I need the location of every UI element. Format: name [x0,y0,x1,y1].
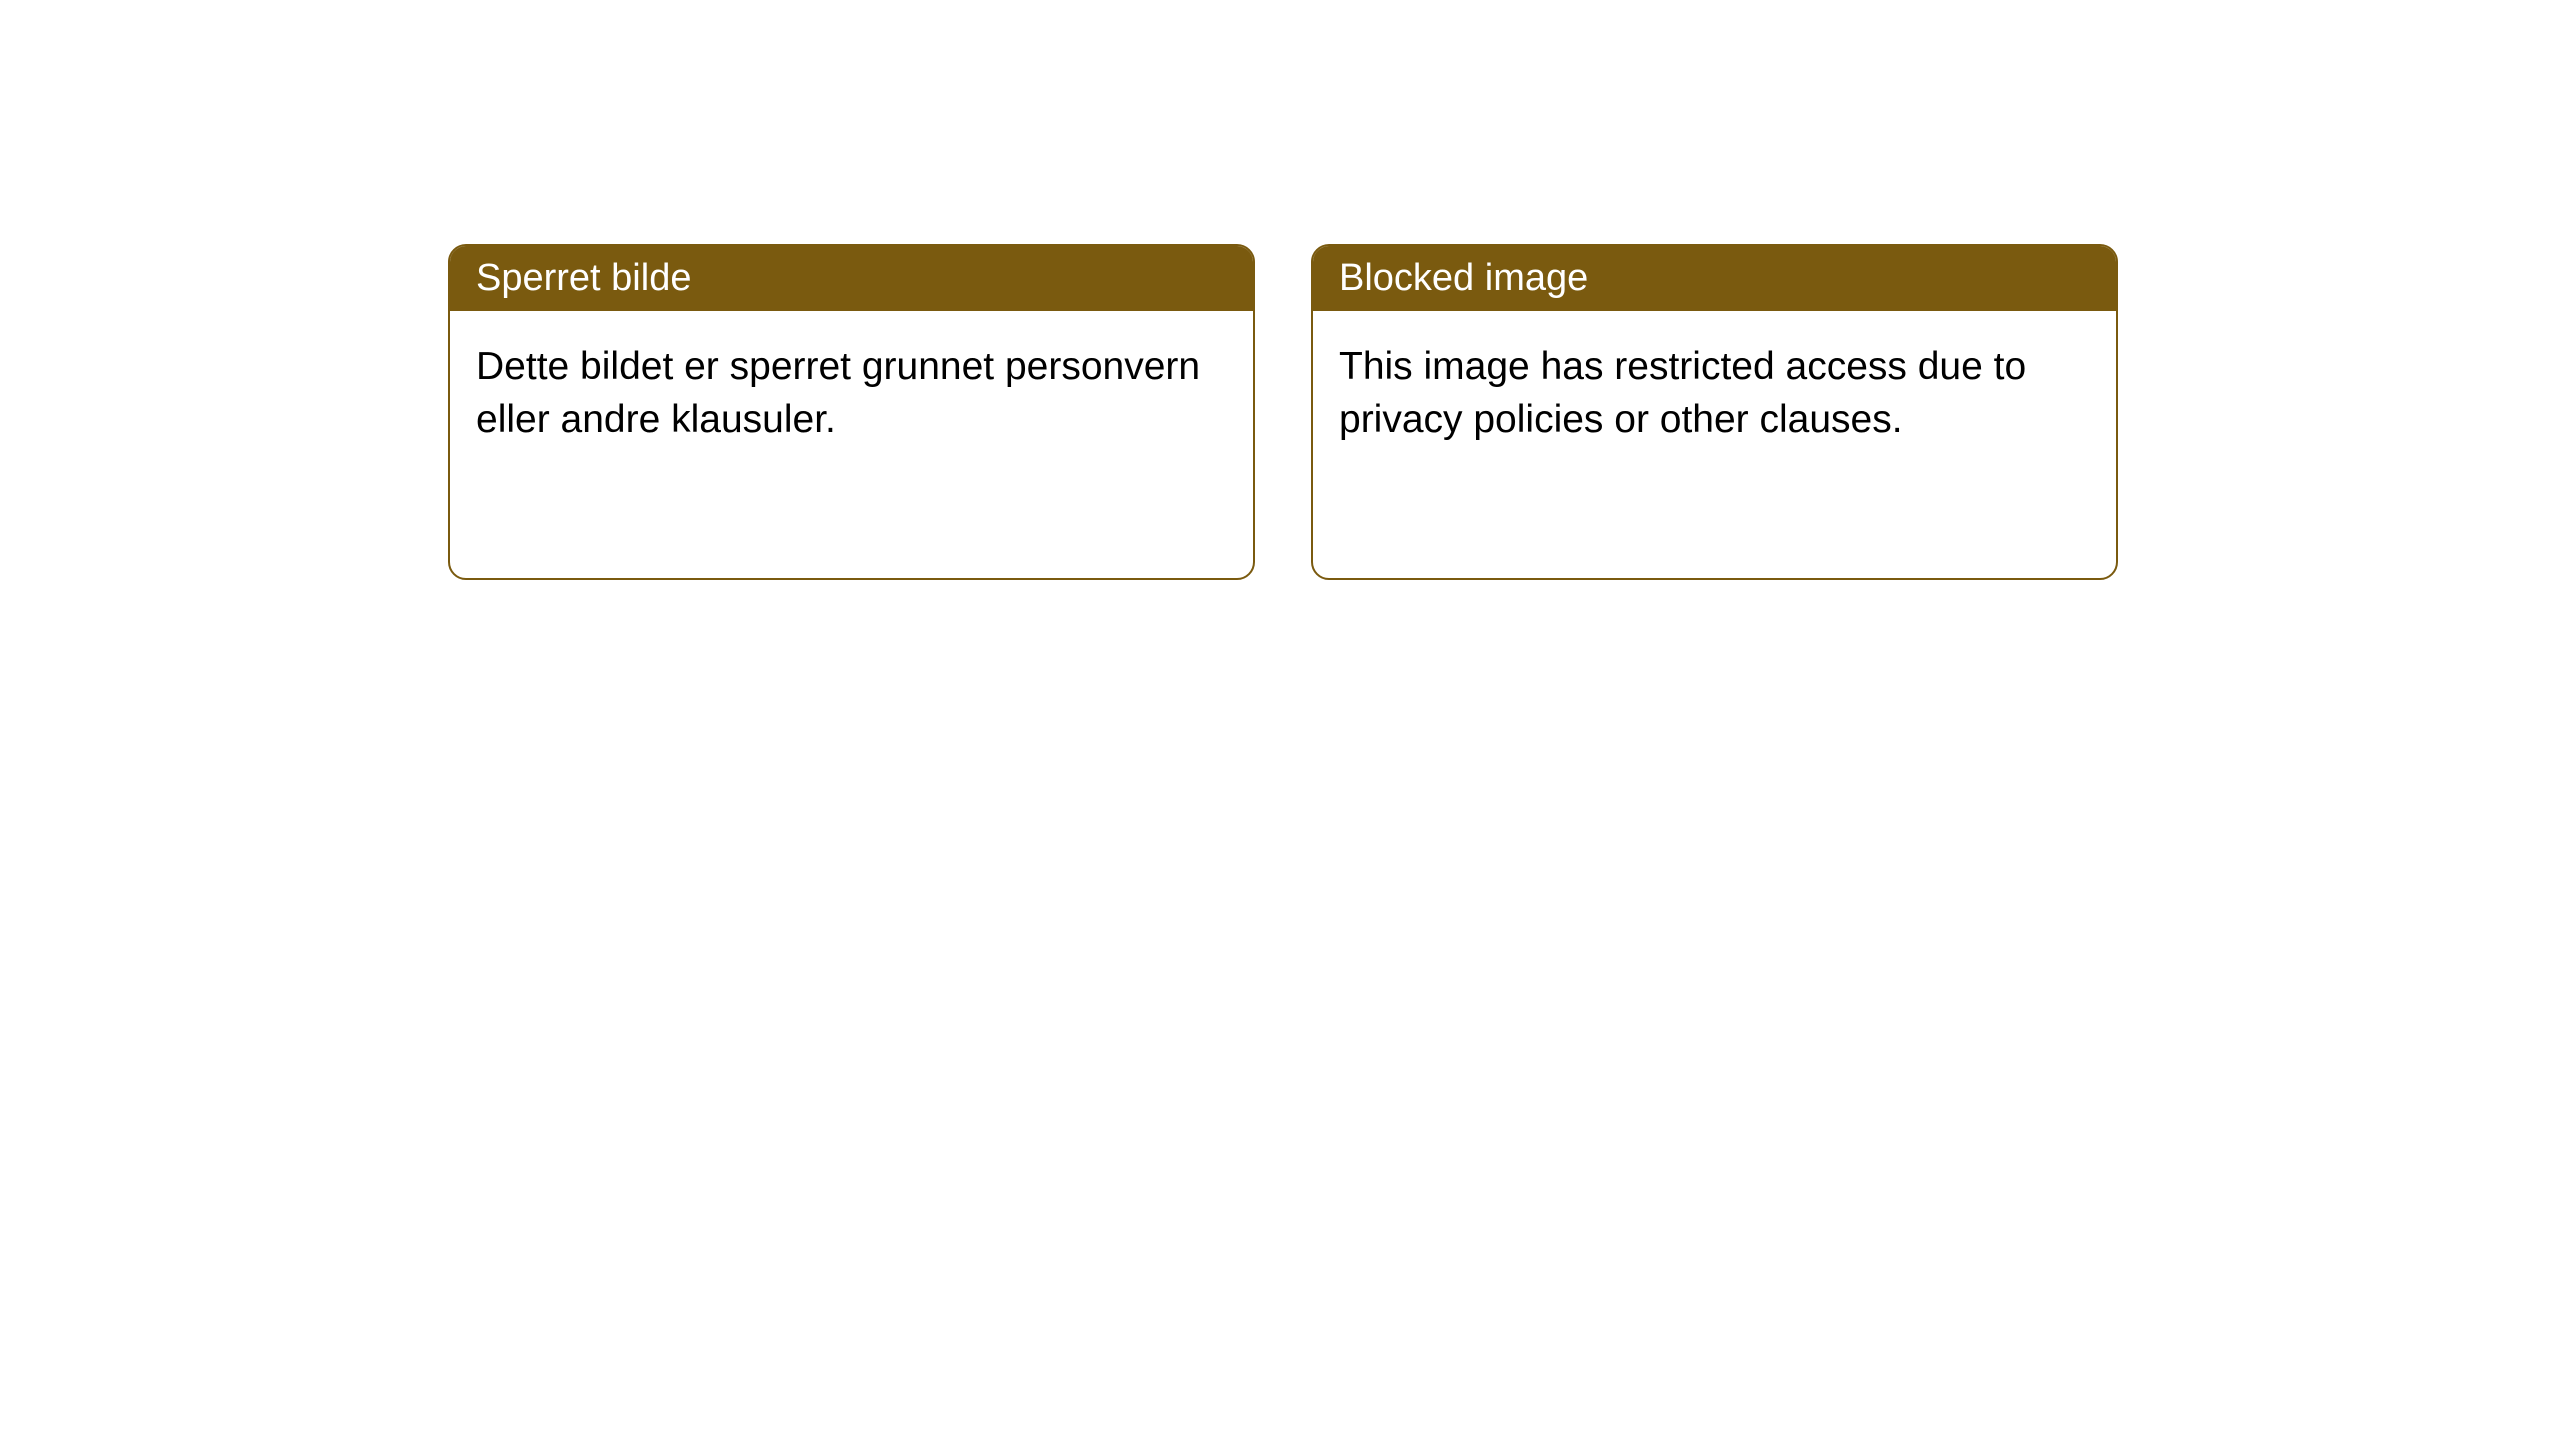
card-body: This image has restricted access due to … [1313,311,2116,476]
notice-card-norwegian: Sperret bilde Dette bildet er sperret gr… [448,244,1255,580]
notice-card-english: Blocked image This image has restricted … [1311,244,2118,580]
notice-card-container: Sperret bilde Dette bildet er sperret gr… [448,244,2118,580]
card-body-text: Dette bildet er sperret grunnet personve… [476,345,1200,441]
card-title: Sperret bilde [476,257,691,299]
card-header: Blocked image [1313,246,2116,311]
card-title: Blocked image [1339,257,1588,299]
card-body-text: This image has restricted access due to … [1339,345,2026,441]
card-header: Sperret bilde [450,246,1253,311]
card-body: Dette bildet er sperret grunnet personve… [450,311,1253,476]
